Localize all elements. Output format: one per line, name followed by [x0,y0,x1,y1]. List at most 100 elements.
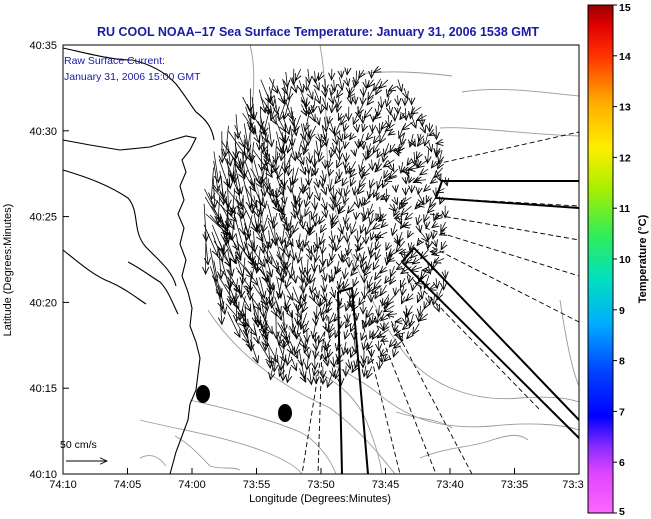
x-tick-label: 73:55 [243,479,271,491]
current-vector [363,321,366,328]
y-tick-label: 40:20 [29,297,57,309]
scale-label: 50 cm/s [60,439,97,451]
current-vector [343,249,348,263]
current-vector [385,123,395,131]
current-vector [417,214,420,225]
current-vector [279,329,283,345]
y-tick-label: 40:10 [29,469,57,481]
current-vector [264,115,269,134]
current-vector [334,315,338,322]
current-vector [323,278,325,292]
colorbar-tick-label: 7 [619,406,625,418]
map-plot: 50 cm/s Raw Surface Current: January 31,… [60,44,580,475]
current-vector [357,185,365,194]
current-vector [296,322,299,338]
current-vector [281,140,285,160]
current-vector [346,168,348,174]
current-vector [428,242,429,249]
current-vector [316,178,319,187]
current-vector [366,79,367,88]
current-vector [340,321,341,328]
x-tick-label: 74:00 [178,479,206,491]
current-vector [220,294,222,324]
x-tick-label: 73:45 [372,479,400,491]
current-vector [408,168,420,170]
current-vector [326,356,328,366]
current-vector [432,251,445,255]
current-vector [372,124,373,132]
beam-line [429,213,580,241]
current-vector [227,158,230,188]
current-vector [336,194,343,207]
current-vector [345,141,347,148]
current-vector [301,214,303,229]
current-vector [306,275,308,286]
current-vector [382,294,390,305]
current-vector [390,143,395,153]
contour-line [189,399,337,475]
colorbar-tick-label: 12 [619,152,631,164]
current-vector [284,98,291,119]
current-vector [328,349,330,358]
current-vector [292,312,294,333]
current-vector [332,248,333,261]
current-vector [297,140,302,159]
current-vector [285,123,286,143]
current-vector [356,313,357,320]
current-vector [258,204,261,227]
current-vector [406,260,413,264]
current-vector [321,223,326,233]
current-vector [388,258,395,262]
current-vector [323,375,324,384]
colorbar-tick-label: 15 [619,2,631,14]
current-vector [324,87,326,97]
current-vector [303,301,307,312]
colorbar-tick-label: 6 [619,457,625,469]
current-vector [252,97,255,119]
current-vector [284,338,293,354]
current-vector [435,241,437,247]
current-vector [412,285,413,291]
current-vector [325,339,331,349]
current-vector [363,124,365,132]
current-vector [433,293,434,305]
current-vector [379,214,387,221]
current-vector [284,86,285,105]
current-vector [236,114,238,138]
current-vector [295,68,301,81]
current-vector [348,88,354,98]
current-vector [299,151,304,165]
current-vector [267,141,269,165]
current-vector [419,224,421,232]
current-vector [304,179,309,192]
current-vector [275,140,276,163]
current-vector [376,248,380,260]
current-vector [341,71,342,78]
current-vector [377,329,389,338]
current-vector [281,196,283,211]
current-vector [395,287,396,296]
current-vector [341,113,347,125]
current-vector [232,213,235,240]
current-vector [323,312,324,321]
current-vector [322,170,325,182]
current-vector [211,205,228,229]
current-vector [366,131,374,140]
map-title: RU COOL NOAA–17 Sea Surface Temperature:… [97,25,539,39]
coastline-inland [62,169,177,287]
current-vector [436,188,445,193]
current-vector [375,241,379,250]
current-vector [385,277,389,283]
current-vector [433,230,434,239]
current-vector [242,140,246,165]
current-vector [276,179,283,198]
x-tick-label: 73:50 [307,479,335,491]
current-vector [308,168,309,185]
current-vector [219,248,221,278]
current-vector [419,313,429,321]
current-vector [258,89,265,113]
current-vector [428,234,429,241]
current-vector [226,239,236,264]
station-marker-1 [196,385,210,403]
current-vector [315,212,317,226]
